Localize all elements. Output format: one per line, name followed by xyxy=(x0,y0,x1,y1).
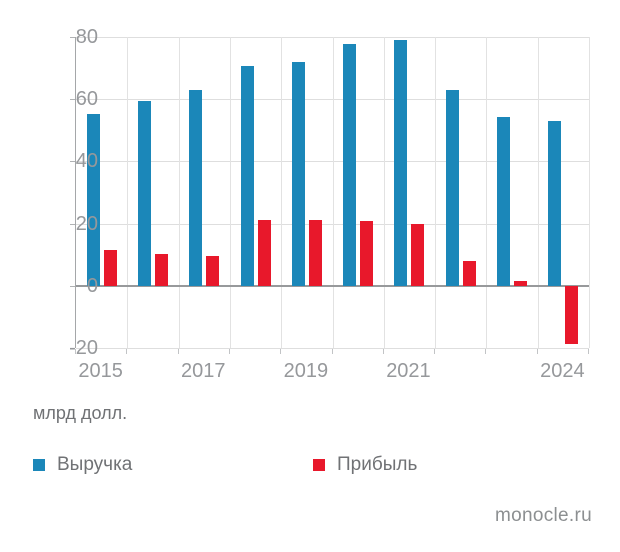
x-tick-label-2015: 2015 xyxy=(78,360,123,382)
x-tick-mark-10 xyxy=(588,349,589,354)
gridline-v-2 xyxy=(178,37,180,348)
bar-revenue-2019 xyxy=(291,61,305,286)
bar-profit-2016 xyxy=(154,253,168,286)
bar-revenue-2015 xyxy=(86,113,100,286)
bar-revenue-2021 xyxy=(394,40,408,286)
bar-revenue-2023 xyxy=(497,117,511,286)
bar-profit-2023 xyxy=(514,280,528,286)
y-tick-label-80: 80 xyxy=(75,26,98,48)
legend-item-profit: Прибыль xyxy=(313,454,417,476)
y-tick-label--20: -20 xyxy=(69,337,98,359)
x-tick-mark-1 xyxy=(126,349,128,354)
bar-profit-2021 xyxy=(411,223,425,286)
y-tick-mark-40 xyxy=(70,161,75,163)
x-tick-mark-5 xyxy=(331,349,333,354)
bar-revenue-2018 xyxy=(240,65,254,286)
x-tick-mark-3 xyxy=(228,349,230,354)
x-tick-mark-4 xyxy=(280,349,282,354)
bar-revenue-2017 xyxy=(189,90,203,286)
y-tick-mark-80 xyxy=(70,37,75,38)
gridline-v-4 xyxy=(281,37,283,348)
y-tick-label-60: 60 xyxy=(75,88,98,111)
legend-label-profit: Прибыль xyxy=(337,454,418,475)
x-tick-mark-2 xyxy=(177,349,179,354)
unit-label: млрд долл. xyxy=(33,403,128,423)
bar-revenue-2024 xyxy=(548,120,562,286)
y-tick-mark-20 xyxy=(70,223,75,225)
gridline-v-7 xyxy=(435,37,437,348)
x-tick-mark-8 xyxy=(485,349,487,354)
bar-profit-2024 xyxy=(565,285,579,345)
gridline-h-0 xyxy=(76,284,589,287)
gridline-h--20 xyxy=(76,348,589,349)
gridline-v-8 xyxy=(486,37,488,348)
legend-label-revenue: Выручка xyxy=(57,454,133,475)
gridline-v-10 xyxy=(589,37,590,348)
bar-profit-2022 xyxy=(462,260,476,286)
x-tick-label-2017: 2017 xyxy=(181,360,226,382)
bar-profit-2018 xyxy=(257,220,271,286)
watermark-link[interactable]: monocle.ru xyxy=(495,505,592,526)
gridline-v-1 xyxy=(127,37,129,348)
plot-area xyxy=(75,37,590,349)
y-tick-mark-60 xyxy=(70,99,75,101)
y-tick-label-20: 20 xyxy=(75,212,98,235)
x-tick-mark-6 xyxy=(382,349,384,354)
legend-swatch-profit-icon xyxy=(313,459,325,471)
bar-revenue-2020 xyxy=(343,43,357,286)
gridline-v-6 xyxy=(383,37,385,348)
x-tick-mark-7 xyxy=(434,349,436,354)
bar-profit-2015 xyxy=(103,250,117,286)
legend-swatch-revenue-icon xyxy=(33,459,45,471)
x-tick-mark-9 xyxy=(536,349,538,354)
gridline-v-9 xyxy=(537,37,539,348)
legend-item-revenue: Выручка xyxy=(33,454,132,476)
x-tick-label-2021: 2021 xyxy=(386,360,431,382)
y-tick-mark-0 xyxy=(70,285,75,287)
gridline-v-3 xyxy=(229,37,231,348)
bar-profit-2017 xyxy=(206,255,220,286)
bar-profit-2020 xyxy=(360,220,374,286)
x-tick-mark-0 xyxy=(75,349,76,354)
bar-profit-2019 xyxy=(308,220,322,286)
gridline-v-5 xyxy=(332,37,334,348)
bar-revenue-2016 xyxy=(137,101,151,286)
bar-revenue-2022 xyxy=(445,89,459,286)
y-tick-mark--20 xyxy=(70,348,75,349)
y-tick-label-40: 40 xyxy=(75,150,98,173)
y-tick-label-0: 0 xyxy=(86,274,98,297)
x-tick-label-2019: 2019 xyxy=(283,360,329,382)
x-tick-label-2024: 2024 xyxy=(540,360,585,382)
